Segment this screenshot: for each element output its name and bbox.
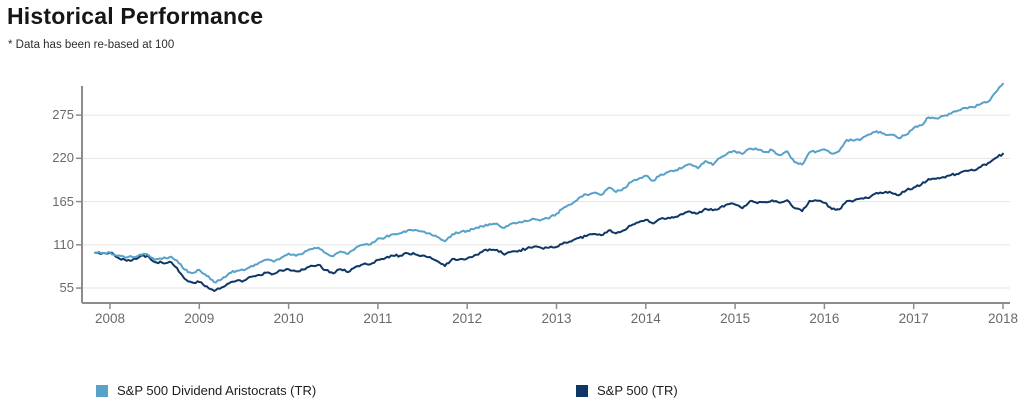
sp500-swatch-icon <box>576 384 588 397</box>
y-tick-label: 55 <box>59 280 74 296</box>
page-title: Historical Performance <box>7 3 264 29</box>
y-tick-label: 275 <box>52 107 74 123</box>
y-tick-label: 165 <box>52 193 74 209</box>
x-tick-label: 2012 <box>452 311 483 326</box>
sp500-tr-line <box>94 152 1004 292</box>
x-tick-label: 2010 <box>273 311 304 326</box>
x-tick-label: 2017 <box>898 311 929 326</box>
legend-item-dividend-aristocrats: S&P 500 Dividend Aristocrats (TR) <box>96 383 316 398</box>
x-tick-label: 2008 <box>94 311 126 326</box>
x-tick-label: 2018 <box>987 311 1019 326</box>
y-tick-label: 220 <box>52 150 74 166</box>
legend-label-sp500: S&P 500 (TR) <box>597 383 678 398</box>
x-tick-label: 2011 <box>363 311 393 326</box>
rebase-note: * Data has been re-based at 100 <box>8 39 175 51</box>
legend-item-sp500: S&P 500 (TR) <box>576 383 678 398</box>
y-tick-label: 110 <box>53 236 74 252</box>
x-tick-label: 2014 <box>630 311 661 326</box>
dividend-aristocrats-line <box>94 82 1004 284</box>
aristocrats-swatch-icon <box>96 384 108 397</box>
x-tick-label: 2013 <box>541 311 572 326</box>
x-tick-label: 2015 <box>720 311 751 326</box>
x-tick-label: 2016 <box>809 311 840 326</box>
legend-label-aristocrats: S&P 500 Dividend Aristocrats (TR) <box>117 383 317 398</box>
x-tick-label: 2009 <box>184 311 215 326</box>
